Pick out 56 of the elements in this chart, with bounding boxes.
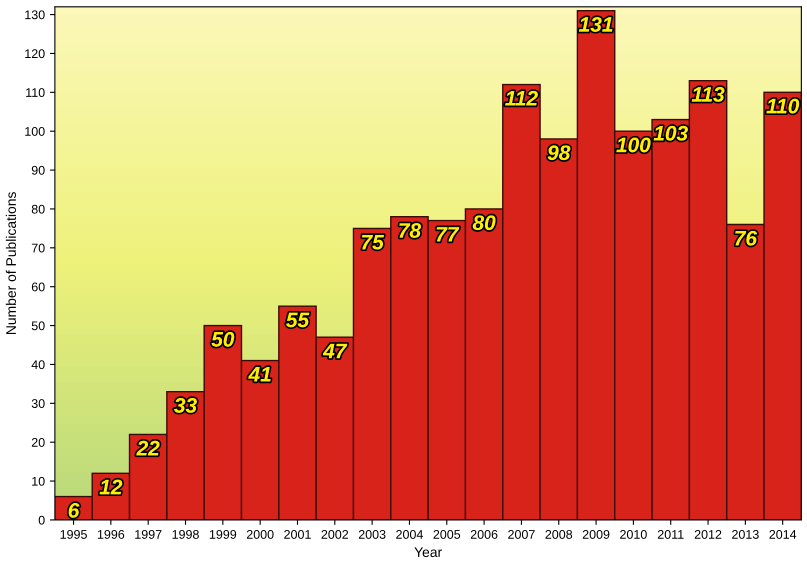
x-tick-label: 2009 [582, 530, 610, 539]
x-tick-label: 2007 [508, 530, 535, 539]
x-tick-label: 1998 [172, 530, 199, 539]
data-label: 50 [211, 332, 234, 347]
y-tick-label: 100 [25, 127, 45, 136]
x-tick-label: 2003 [358, 530, 386, 539]
y-tick-label: 10 [32, 476, 45, 486]
y-tick-label: 80 [32, 204, 45, 214]
y-tick-label: 70 [32, 244, 45, 252]
x-tick-label: 2013 [732, 530, 759, 539]
x-tick-label: 2011 [658, 530, 684, 539]
data-label: 110 [766, 98, 800, 114]
y-tick-label: 110 [26, 88, 45, 97]
data-label: 76 [735, 230, 758, 246]
data-label: 22 [136, 440, 160, 456]
data-label: 12 [100, 480, 122, 494]
x-tick-label: 1997 [135, 530, 162, 539]
data-label: 55 [286, 312, 310, 328]
y-tick-label: 50 [32, 321, 45, 330]
y-tick-label: 90 [32, 166, 45, 175]
y-tick-label: 130 [25, 10, 45, 20]
x-tick-label: 2001 [284, 530, 311, 539]
x-tick-label: 2005 [434, 530, 460, 539]
y-tick-label: 120 [25, 49, 45, 58]
data-label: 33 [174, 398, 197, 413]
x-tick-label: 2010 [620, 530, 647, 539]
x-tick-label: 2006 [470, 530, 498, 539]
data-label: 78 [399, 223, 422, 238]
data-label: 80 [472, 215, 496, 230]
data-label: 112 [505, 90, 538, 106]
x-tick-label: 2012 [694, 530, 722, 539]
y-tick-label: 30 [32, 399, 45, 408]
y-tick-label: 60 [32, 282, 45, 292]
data-label: 113 [692, 87, 724, 102]
x-tick-label: 1995 [60, 530, 87, 539]
data-label: 47 [322, 344, 348, 358]
y-tick-label: 20 [32, 438, 45, 447]
x-tick-label: 2002 [322, 530, 348, 539]
x-tick-label: 2000 [246, 530, 274, 539]
x-tick-label: 1996 [98, 530, 124, 539]
data-label: 41 [248, 367, 271, 382]
data-label: 100 [616, 138, 651, 152]
data-label: 75 [362, 234, 384, 250]
x-tick-label: 2004 [396, 530, 423, 539]
data-label: 77 [436, 227, 460, 242]
x-tick-label: 2008 [545, 530, 572, 539]
y-axis-title: Number of Publications [6, 192, 16, 334]
y-tick-label: 40 [32, 360, 45, 370]
data-label: 98 [548, 145, 570, 160]
x-axis-title: Year [414, 547, 442, 558]
x-tick-label: 2014 [769, 530, 796, 539]
data-label: 103 [654, 126, 688, 141]
data-label: 6 [68, 502, 80, 518]
x-tick-label: 1999 [210, 530, 236, 539]
data-label: 131 [579, 17, 612, 32]
y-tick-label: 0 [38, 516, 45, 525]
